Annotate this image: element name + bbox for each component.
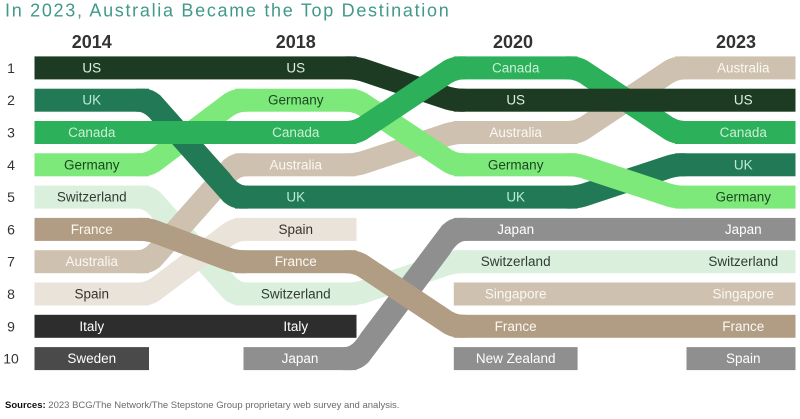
- svg-text:Germany: Germany: [716, 190, 772, 205]
- svg-text:Japan: Japan: [497, 222, 534, 237]
- svg-text:2: 2: [7, 92, 15, 108]
- svg-text:Switzerland: Switzerland: [481, 254, 551, 269]
- svg-text:2014: 2014: [72, 32, 112, 52]
- svg-text:2020: 2020: [493, 32, 533, 52]
- svg-text:Canada: Canada: [720, 125, 768, 140]
- svg-text:Switzerland: Switzerland: [57, 190, 127, 205]
- svg-text:Germany: Germany: [64, 157, 120, 172]
- svg-text:UK: UK: [506, 190, 525, 205]
- svg-text:Spain: Spain: [279, 222, 314, 237]
- svg-text:Japan: Japan: [725, 222, 762, 237]
- svg-text:US: US: [734, 93, 753, 108]
- svg-text:France: France: [275, 254, 317, 269]
- svg-text:Canada: Canada: [272, 125, 320, 140]
- svg-text:4: 4: [7, 157, 15, 173]
- svg-text:Switzerland: Switzerland: [708, 254, 778, 269]
- svg-text:Spain: Spain: [726, 351, 761, 366]
- svg-text:New Zealand: New Zealand: [476, 351, 556, 366]
- svg-text:France: France: [495, 319, 537, 334]
- svg-text:Canada: Canada: [68, 125, 116, 140]
- svg-text:Spain: Spain: [75, 287, 110, 302]
- svg-text:Australia: Australia: [717, 60, 770, 75]
- svg-text:UK: UK: [82, 93, 101, 108]
- svg-text:Singapore: Singapore: [485, 287, 547, 302]
- svg-text:US: US: [506, 93, 525, 108]
- svg-text:US: US: [286, 60, 305, 75]
- svg-text:9: 9: [7, 318, 15, 334]
- svg-text:Italy: Italy: [283, 319, 308, 334]
- svg-text:Sources: 2023 BCG/The Network/: Sources: 2023 BCG/The Network/The Stepst…: [5, 400, 399, 411]
- svg-text:2023: 2023: [716, 32, 756, 52]
- svg-text:2018: 2018: [276, 32, 316, 52]
- svg-text:Japan: Japan: [282, 351, 319, 366]
- svg-text:Italy: Italy: [79, 319, 104, 334]
- svg-text:Australia: Australia: [489, 125, 542, 140]
- svg-text:France: France: [722, 319, 764, 334]
- svg-text:UK: UK: [734, 157, 753, 172]
- svg-text:Germany: Germany: [488, 157, 544, 172]
- svg-text:6: 6: [7, 221, 15, 237]
- svg-text:France: France: [71, 222, 113, 237]
- svg-text:Singapore: Singapore: [713, 287, 775, 302]
- svg-text:US: US: [82, 60, 101, 75]
- svg-text:Australia: Australia: [270, 157, 323, 172]
- svg-text:Canada: Canada: [492, 60, 540, 75]
- svg-text:UK: UK: [286, 190, 305, 205]
- svg-text:In 2023, Australia Became the: In 2023, Australia Became the Top Destin…: [5, 1, 450, 21]
- svg-text:Sweden: Sweden: [67, 351, 116, 366]
- svg-text:8: 8: [7, 286, 15, 302]
- svg-text:3: 3: [7, 125, 15, 141]
- svg-text:Australia: Australia: [66, 254, 119, 269]
- svg-text:7: 7: [7, 254, 15, 270]
- svg-text:Germany: Germany: [268, 93, 324, 108]
- svg-text:10: 10: [3, 351, 19, 367]
- svg-text:Switzerland: Switzerland: [261, 287, 331, 302]
- svg-text:5: 5: [7, 189, 15, 205]
- svg-text:1: 1: [7, 60, 15, 76]
